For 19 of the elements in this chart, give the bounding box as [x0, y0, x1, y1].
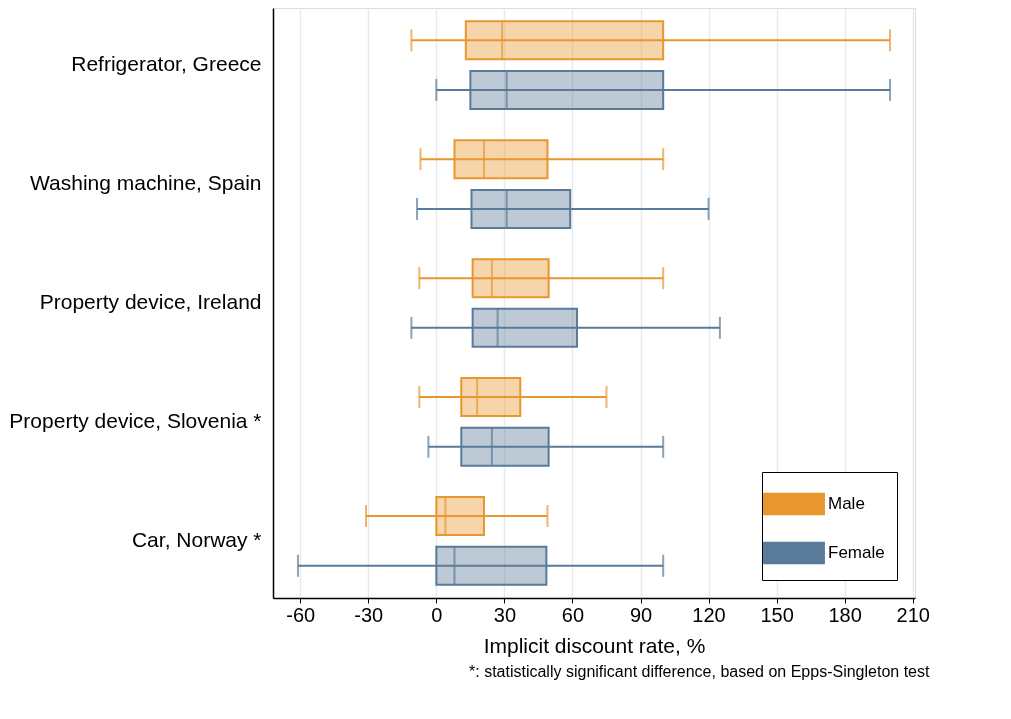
x-tick-label: 210: [896, 603, 930, 626]
x-tick-label: -30: [354, 603, 384, 626]
y-tick-label: Refrigerator, Greece: [71, 52, 262, 76]
y-tick-label: Property device, Slovenia *: [9, 408, 262, 432]
text: *: statistically significant difference, based on Epps-Singleton test: [469, 663, 930, 680]
y-tick-label: Washing machine, Spain: [29, 171, 262, 195]
x-tick-label: 0: [431, 603, 443, 626]
x-tick-label: 180: [828, 603, 862, 626]
x-tick-label: 90: [629, 603, 653, 626]
x-tick-label: 30: [493, 603, 517, 626]
x-tick-label: -60: [286, 603, 316, 626]
x-tick-label: 60: [561, 603, 585, 626]
x-tick-label: 120: [692, 603, 726, 626]
x-axis-title: Implicit discount rate, %: [483, 633, 706, 657]
y-tick-label: Car, Norway *: [131, 527, 262, 551]
x-tick-label: 150: [760, 603, 794, 626]
y-tick-label: Property device, Ireland: [39, 290, 262, 313]
legend-label: Female: [828, 543, 885, 562]
legend-label: Male: [828, 494, 865, 513]
